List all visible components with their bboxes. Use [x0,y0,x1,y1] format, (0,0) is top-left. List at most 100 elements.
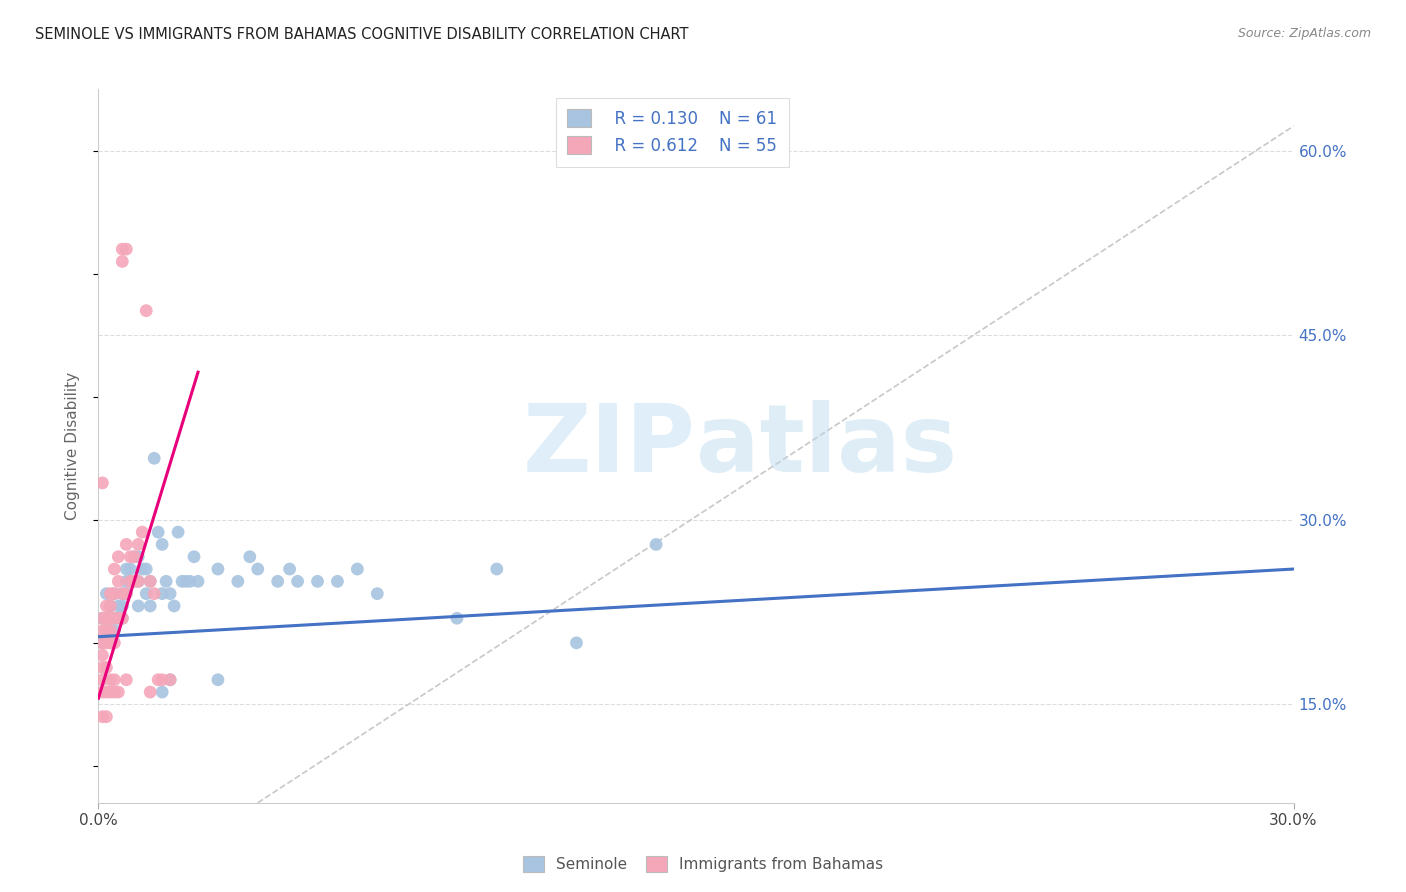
Point [100,685,122,699]
Point [91,636,114,650]
Point [346,562,368,576]
Point [139,599,162,613]
Point [120,549,142,564]
Point [100,636,122,650]
Point [91,709,114,723]
Point [96,709,118,723]
Point [96,611,118,625]
Point [131,562,153,576]
Point [91,624,114,638]
Point [100,611,122,625]
Point [150,537,173,551]
Point [115,562,138,576]
Text: ZIP: ZIP [523,400,696,492]
Point [103,624,125,638]
Point [91,660,114,674]
Point [107,685,129,699]
Point [131,525,153,540]
Point [148,525,170,540]
Point [183,549,205,564]
Point [103,562,125,576]
Point [96,685,118,699]
Point [115,587,138,601]
Point [111,587,134,601]
Point [645,537,668,551]
Point [172,574,194,589]
Text: atlas: atlas [696,400,957,492]
Point [150,673,173,687]
Point [124,574,146,589]
Point [124,549,146,564]
Point [96,624,118,638]
Point [135,562,157,576]
Point [103,611,125,625]
Point [155,574,177,589]
Point [103,587,125,601]
Point [148,673,170,687]
Point [111,242,134,256]
Point [103,673,125,687]
Point [103,685,125,699]
Point [127,574,149,589]
Point [187,574,209,589]
Point [100,636,122,650]
Point [159,673,181,687]
Point [207,562,229,576]
Point [159,673,181,687]
Point [111,611,134,625]
Point [139,574,162,589]
Point [124,549,146,564]
Point [115,673,138,687]
Point [120,574,142,589]
Y-axis label: Cognitive Disability: Cognitive Disability [65,372,80,520]
Point [485,562,508,576]
Point [107,611,129,625]
Point [111,599,134,613]
Point [91,648,114,662]
Point [91,685,114,699]
Point [565,636,588,650]
Point [446,611,468,625]
Point [179,574,201,589]
Point [120,574,142,589]
Point [107,611,129,625]
Point [135,587,157,601]
Point [226,574,249,589]
Point [103,636,125,650]
Point [103,611,125,625]
Point [150,685,173,699]
Point [96,624,118,638]
Legend:   R = 0.130    N = 61,   R = 0.612    N = 55: R = 0.130 N = 61, R = 0.612 N = 55 [555,97,789,167]
Point [207,673,229,687]
Point [96,636,118,650]
Point [100,624,122,638]
Point [174,574,197,589]
Point [135,303,157,318]
Point [91,636,114,650]
Point [100,673,122,687]
Point [111,587,134,601]
Point [91,475,114,490]
Point [143,587,166,601]
Point [163,599,186,613]
Point [150,587,173,601]
Point [107,599,129,613]
Point [120,562,142,576]
Point [107,574,129,589]
Point [139,685,162,699]
Point [143,451,166,466]
Point [127,537,149,551]
Point [366,587,388,601]
Point [127,574,149,589]
Point [115,242,138,256]
Point [96,660,118,674]
Point [96,611,118,625]
Point [167,525,190,540]
Point [267,574,290,589]
Point [115,574,138,589]
Point [111,254,134,268]
Text: Source: ZipAtlas.com: Source: ZipAtlas.com [1237,27,1371,40]
Point [307,574,329,589]
Point [91,611,114,625]
Point [103,587,125,601]
